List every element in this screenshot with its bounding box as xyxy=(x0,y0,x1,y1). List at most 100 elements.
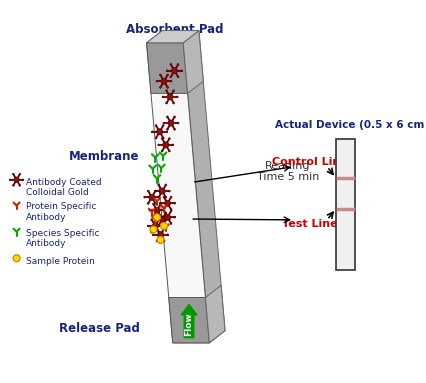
Polygon shape xyxy=(147,43,209,343)
Text: Reading
Time 5 min: Reading Time 5 min xyxy=(257,160,319,182)
Ellipse shape xyxy=(157,129,163,135)
Text: Sample Protein: Sample Protein xyxy=(26,257,95,265)
Ellipse shape xyxy=(165,196,167,198)
Ellipse shape xyxy=(177,64,179,65)
Ellipse shape xyxy=(163,240,165,242)
Ellipse shape xyxy=(155,124,157,126)
Ellipse shape xyxy=(144,196,146,198)
Ellipse shape xyxy=(165,224,167,226)
Polygon shape xyxy=(183,31,225,343)
Ellipse shape xyxy=(158,196,160,198)
Ellipse shape xyxy=(159,87,161,88)
Ellipse shape xyxy=(163,228,165,229)
Ellipse shape xyxy=(151,231,153,233)
Ellipse shape xyxy=(156,228,158,229)
Ellipse shape xyxy=(167,116,168,118)
Ellipse shape xyxy=(154,190,156,192)
Bar xyxy=(336,139,355,270)
Ellipse shape xyxy=(19,185,20,186)
Ellipse shape xyxy=(168,150,170,152)
Ellipse shape xyxy=(158,232,164,238)
Ellipse shape xyxy=(168,218,170,220)
Ellipse shape xyxy=(22,179,24,181)
Text: Test Line: Test Line xyxy=(282,219,337,229)
Text: Absorbent Pad: Absorbent Pad xyxy=(126,23,223,36)
Ellipse shape xyxy=(158,212,160,214)
FancyArrow shape xyxy=(181,304,197,338)
Ellipse shape xyxy=(158,184,160,186)
Ellipse shape xyxy=(154,207,160,213)
Ellipse shape xyxy=(170,210,172,212)
Ellipse shape xyxy=(154,203,156,205)
Ellipse shape xyxy=(170,80,172,82)
Ellipse shape xyxy=(166,102,167,104)
Ellipse shape xyxy=(147,225,149,227)
Ellipse shape xyxy=(177,122,179,124)
Ellipse shape xyxy=(167,87,169,88)
Ellipse shape xyxy=(161,223,167,229)
Ellipse shape xyxy=(167,128,168,130)
Ellipse shape xyxy=(155,137,157,139)
Ellipse shape xyxy=(163,122,165,124)
Ellipse shape xyxy=(147,190,149,192)
Ellipse shape xyxy=(160,216,161,218)
Ellipse shape xyxy=(159,216,161,218)
Ellipse shape xyxy=(168,120,174,126)
Ellipse shape xyxy=(174,116,176,118)
Polygon shape xyxy=(183,31,203,93)
Ellipse shape xyxy=(158,231,160,233)
Ellipse shape xyxy=(181,70,183,72)
Text: Flow: Flow xyxy=(184,313,193,336)
Text: Antibody Coated
Colloidal Gold: Antibody Coated Colloidal Gold xyxy=(26,178,102,197)
Polygon shape xyxy=(147,31,199,43)
Polygon shape xyxy=(205,285,225,343)
Ellipse shape xyxy=(161,150,163,152)
Ellipse shape xyxy=(162,96,164,98)
Ellipse shape xyxy=(174,202,176,204)
Ellipse shape xyxy=(172,144,174,146)
Ellipse shape xyxy=(157,236,164,244)
Ellipse shape xyxy=(158,196,160,198)
Ellipse shape xyxy=(161,225,164,227)
Ellipse shape xyxy=(159,74,161,76)
Ellipse shape xyxy=(168,190,170,192)
Ellipse shape xyxy=(166,131,168,133)
Ellipse shape xyxy=(150,226,157,233)
Ellipse shape xyxy=(151,219,153,221)
Ellipse shape xyxy=(162,124,164,126)
Ellipse shape xyxy=(154,190,156,192)
Text: Species Specific
Antibody: Species Specific Antibody xyxy=(26,229,100,248)
Ellipse shape xyxy=(149,210,151,211)
Ellipse shape xyxy=(166,90,167,92)
Ellipse shape xyxy=(159,202,161,204)
Ellipse shape xyxy=(163,210,165,212)
Ellipse shape xyxy=(177,76,179,78)
Ellipse shape xyxy=(161,138,163,140)
Ellipse shape xyxy=(13,255,20,262)
Ellipse shape xyxy=(153,203,154,205)
Ellipse shape xyxy=(160,203,161,205)
Ellipse shape xyxy=(9,179,11,181)
Ellipse shape xyxy=(147,203,149,205)
Ellipse shape xyxy=(170,64,172,65)
Ellipse shape xyxy=(165,184,167,186)
Ellipse shape xyxy=(12,173,14,175)
Ellipse shape xyxy=(12,185,14,186)
Ellipse shape xyxy=(174,128,176,130)
Ellipse shape xyxy=(168,138,170,140)
Ellipse shape xyxy=(158,144,160,146)
Ellipse shape xyxy=(164,214,170,220)
Ellipse shape xyxy=(159,188,165,194)
Ellipse shape xyxy=(170,209,172,211)
Ellipse shape xyxy=(164,200,170,206)
Polygon shape xyxy=(169,298,209,343)
Ellipse shape xyxy=(163,142,169,148)
Ellipse shape xyxy=(171,68,178,74)
Ellipse shape xyxy=(156,80,158,82)
Ellipse shape xyxy=(167,70,168,72)
Ellipse shape xyxy=(154,218,156,220)
Ellipse shape xyxy=(163,210,165,211)
Text: Control Line: Control Line xyxy=(272,157,348,167)
Ellipse shape xyxy=(153,234,154,236)
Ellipse shape xyxy=(163,223,165,224)
